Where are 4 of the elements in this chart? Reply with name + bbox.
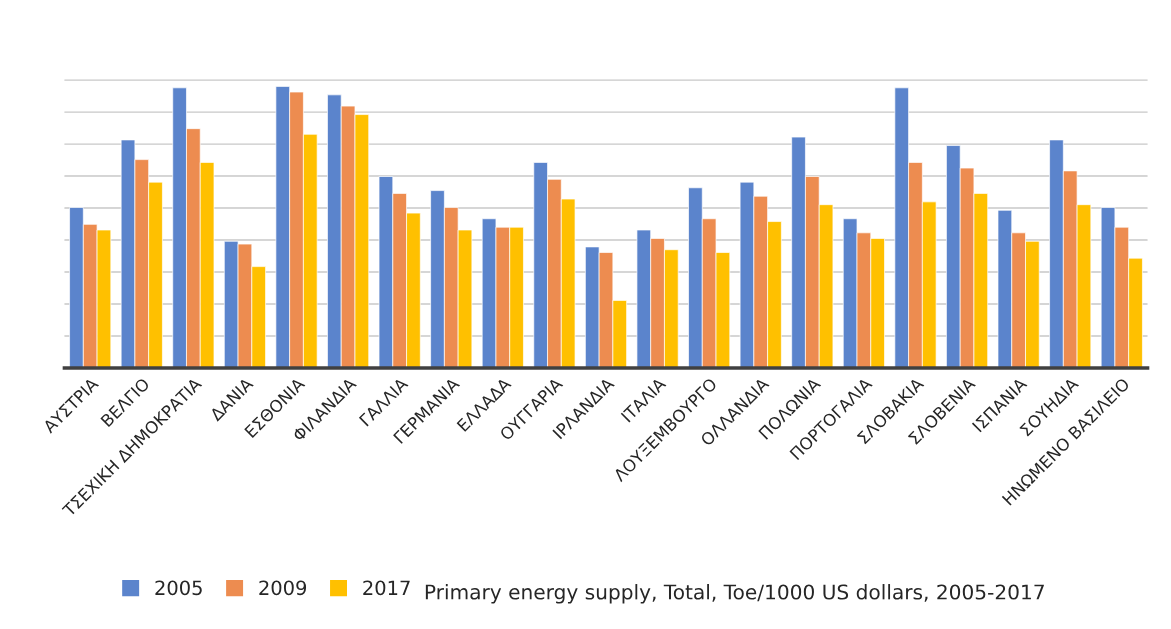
text: Primary energy supply, Total, Toe/1000 US dollars, 2005-2017 [425, 584, 1044, 604]
legend-label: 2017 [363, 580, 410, 596]
legend-label: 2009 [259, 580, 307, 596]
legend-label: 2005 [155, 580, 202, 596]
